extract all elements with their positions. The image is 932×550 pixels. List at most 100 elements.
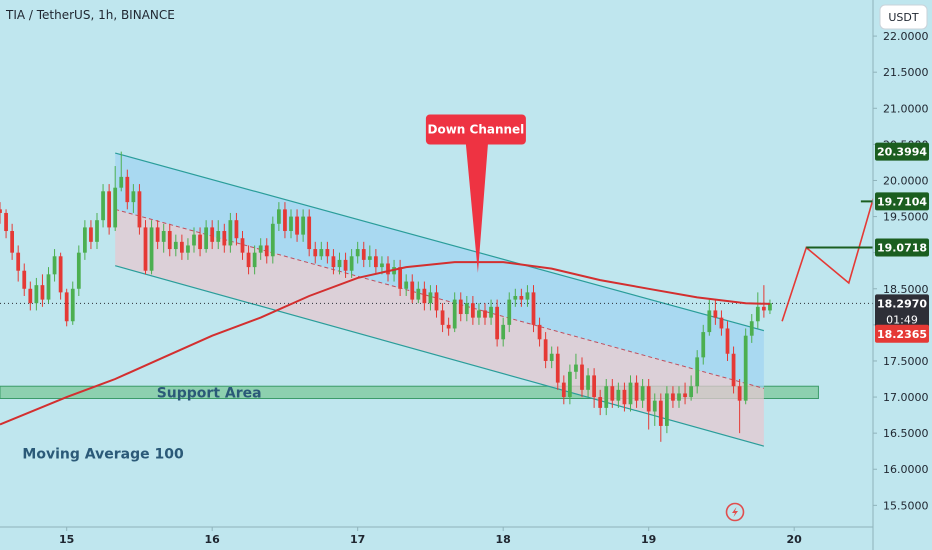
candle-body [313, 249, 318, 257]
low-price-box [875, 324, 929, 343]
y-tick-label: 18.5000 [883, 283, 929, 296]
candle [677, 386, 681, 408]
target-price-tag: 20.3994 [875, 142, 929, 161]
candle [58, 252, 63, 300]
candle-body [622, 389, 627, 405]
candle [95, 212, 99, 250]
candle-body [416, 288, 421, 300]
candle-body [707, 310, 712, 333]
candle-body [671, 393, 675, 401]
candle [519, 288, 524, 307]
candle [10, 223, 15, 260]
candle [52, 249, 57, 282]
candle-body [143, 227, 148, 271]
currency-selector[interactable]: USDT [879, 4, 928, 30]
candle [743, 328, 748, 405]
candle [295, 209, 299, 242]
candle [683, 382, 687, 405]
candle [470, 295, 475, 325]
x-tick-label: 17 [350, 533, 365, 546]
candle-body [246, 252, 251, 268]
candle [737, 379, 742, 434]
candle-body [222, 231, 227, 246]
candle [640, 379, 645, 408]
candle [198, 227, 202, 257]
candle [107, 184, 112, 235]
candle-body [361, 249, 366, 260]
plot-area[interactable] [0, 151, 915, 447]
candle [398, 259, 403, 296]
y-tick-label: 20.0000 [883, 174, 929, 187]
candle-body [555, 353, 560, 383]
candle [652, 393, 657, 426]
candle [713, 299, 718, 325]
candle [82, 220, 87, 260]
x-axis[interactable]: 15 16 17 18 19 20 [59, 527, 802, 546]
candle [373, 249, 378, 275]
candle-body [270, 223, 275, 257]
x-tick-label: 20 [787, 533, 803, 546]
candle-body [719, 317, 724, 329]
candle-body [713, 310, 718, 318]
candle-body [652, 400, 657, 412]
candle-body [4, 212, 8, 232]
candle [446, 317, 451, 336]
candle [70, 281, 75, 325]
candle-body [628, 382, 633, 405]
candle-body [586, 375, 590, 390]
candle-body [155, 227, 160, 242]
down-channel-callout: Down Channel [425, 114, 526, 273]
candle-body [276, 209, 281, 224]
candle-body [434, 292, 439, 311]
candle [89, 220, 93, 250]
candle-body [677, 393, 681, 401]
candle [525, 285, 530, 307]
x-tick-label: 15 [59, 533, 74, 546]
candle [537, 317, 542, 347]
candle-body [446, 324, 451, 329]
target-tag-box [875, 238, 929, 257]
candle [361, 241, 366, 268]
candle-body [386, 263, 390, 275]
candle-body [367, 256, 372, 260]
candle-body [204, 227, 209, 250]
y-tick-label: 16.5000 [883, 427, 929, 440]
candle-body [683, 393, 687, 398]
candle [355, 241, 360, 264]
candle-body [0, 209, 2, 213]
candle [634, 375, 639, 408]
candle-body [464, 303, 469, 315]
candle [167, 223, 172, 257]
candle-body [289, 216, 293, 232]
candle [337, 252, 342, 275]
candle-body [658, 400, 663, 426]
candle-body [531, 292, 536, 325]
candle-body [307, 216, 312, 250]
candle [458, 292, 463, 322]
candle [307, 209, 312, 257]
candle [343, 252, 348, 278]
candle [276, 202, 281, 232]
candle [604, 379, 609, 416]
candle [119, 151, 124, 192]
candle-body [22, 270, 27, 289]
candle [483, 303, 487, 325]
candle-body [477, 310, 481, 318]
candle [664, 386, 669, 434]
candle-body [252, 252, 257, 268]
candle-body [149, 227, 154, 271]
candle [34, 277, 39, 311]
flash-icon[interactable] [725, 502, 745, 522]
target-tag-box [875, 142, 929, 161]
candle [701, 324, 706, 365]
candle [283, 202, 287, 239]
candle-body [186, 245, 190, 253]
chart-title: TIA / TetherUS, 1h, BINANCE [5, 8, 175, 22]
candle-body [616, 389, 621, 401]
candle [325, 241, 330, 264]
candle-body [40, 285, 45, 300]
target-price-tag: 19.0718 [875, 238, 929, 257]
candle [616, 382, 621, 408]
candle [561, 375, 566, 405]
